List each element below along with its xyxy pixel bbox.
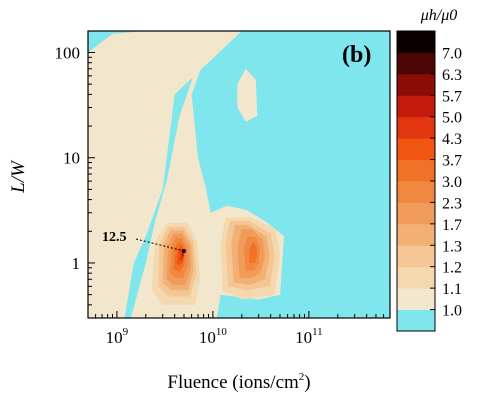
x-axis: 109 1010 1011	[87, 311, 391, 347]
x-tick-label-exp: 10	[216, 326, 228, 338]
colorbar-swatch	[397, 31, 435, 53]
colorbar-tick-label: 1.7	[442, 217, 462, 234]
y-tick-label: 100	[55, 43, 81, 62]
colorbar-tick-label: 5.0	[442, 110, 462, 127]
colorbar-swatch	[397, 202, 435, 225]
y-axis-title: L/W	[8, 159, 29, 194]
colorbar-swatch	[397, 181, 435, 203]
colorbar-tick-label: 1.0	[442, 303, 462, 320]
contour-region-level-1	[237, 68, 258, 122]
annotation-label: 12.5	[102, 230, 127, 245]
x-axis-title-end: )	[304, 372, 310, 393]
annotation-leader-line	[135, 238, 185, 252]
x-axis-title: Fluence (ions/cm2)	[167, 371, 310, 393]
colorbar-tick-label: 1.3	[442, 238, 462, 255]
colorbar-tick-label: 7.0	[442, 45, 462, 62]
colorbar: 1.0 1.1 1.2 1.3 1.7 2.3 3.0 3.7 4.3 5.0 5.7 6.3 7.0	[396, 30, 462, 332]
colorbar-tick-label: 2.3	[442, 195, 462, 212]
y-tick-label: 10	[63, 149, 80, 168]
colorbar-swatch	[397, 73, 435, 96]
colorbar-swatch	[397, 266, 435, 289]
panel-label: (b)	[342, 42, 371, 68]
colorbar-swatch	[397, 138, 435, 160]
annotation-point	[181, 248, 186, 253]
colorbar-tick-label: 1.2	[442, 260, 462, 277]
colorbar-swatch	[397, 159, 435, 182]
x-tick-label-base: 10	[199, 328, 216, 347]
x-tick-label: 109	[106, 326, 129, 347]
colorbar-swatch	[397, 52, 435, 75]
x-tick-label-exp: 11	[312, 326, 323, 338]
x-axis-title-sup: 2	[299, 371, 305, 383]
y-axis: 1 10 100	[55, 43, 95, 319]
colorbar-swatch	[397, 245, 435, 268]
colorbar-tick-label: 1.1	[442, 281, 462, 298]
colorbar-title: μh/μ0	[420, 7, 458, 24]
contour-region-level-1	[88, 31, 242, 318]
colorbar-swatch	[397, 288, 435, 310]
contour-region-level-1	[130, 48, 221, 318]
colorbar-tick-label: 5.7	[442, 88, 462, 105]
x-axis-title-main: Fluence (ions/cm	[167, 372, 299, 393]
colorbar-swatch	[397, 116, 435, 139]
x-tick-label-exp: 9	[123, 326, 129, 338]
annotation-group: 12.5	[102, 230, 186, 253]
colorbar-swatch	[397, 223, 435, 246]
contour-region-level-7	[249, 242, 258, 263]
colorbar-swatch	[397, 309, 435, 332]
colorbar-swatch	[397, 95, 435, 118]
x-tick-label: 1011	[295, 326, 323, 347]
y-tick-label: 1	[72, 254, 81, 273]
colorbar-tick-label: 4.3	[442, 131, 462, 148]
x-tick-label-base: 10	[295, 328, 312, 347]
colorbar-tick-label: 3.0	[442, 174, 462, 191]
colorbar-tick-label: 3.7	[442, 153, 462, 170]
x-tick-label: 1010	[199, 326, 228, 347]
contour-layer	[88, 31, 284, 318]
colorbar-tick-label: 6.3	[442, 67, 462, 84]
x-tick-label-base: 10	[106, 328, 123, 347]
